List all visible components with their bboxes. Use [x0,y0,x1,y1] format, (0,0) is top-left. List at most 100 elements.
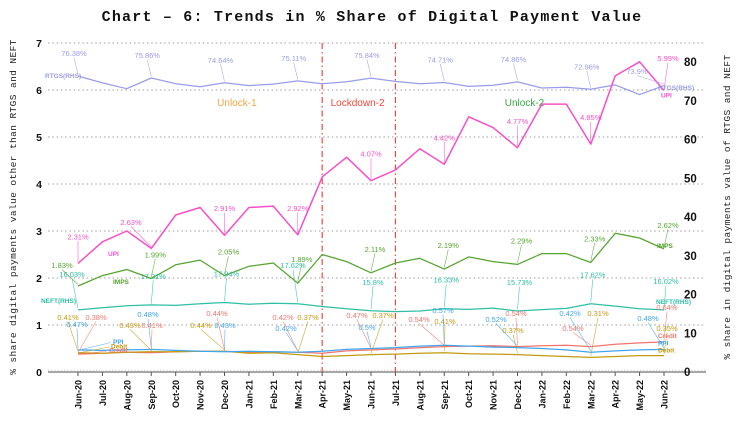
point-label-upi: 4.07% [360,150,382,159]
point-label-upi: 2.92% [287,204,309,213]
label-leader-line [146,59,152,77]
label-leader-line [285,332,299,351]
right-tick-label: 30 [684,251,697,263]
point-label-rtgs: 75.84% [354,51,380,60]
label-leader-line [443,325,446,352]
point-label-rtgs: 75.86% [135,51,161,60]
point-label-imps: 2.62% [657,221,679,230]
point-label-ppi: 0.42% [275,324,297,333]
label-leader-line [73,57,79,75]
right-tick-label: 70 [684,96,697,108]
series-end-label-ppi: PPI [658,341,669,348]
label-leader-line [67,321,79,352]
x-tick-label: Dec-21 [513,380,523,410]
series-start-label-rtgs: RTGS(RHS) [45,73,81,80]
label-leader-line [77,321,97,353]
x-tick-label: Dec-20 [220,380,230,410]
label-leader-line [366,59,372,77]
label-leader-line [224,277,227,302]
point-label-debit: 0.41% [434,317,456,326]
series-line-rtgs [77,75,665,96]
phase-annotations: Unlock-1 Lockdown-2 Unlock-2 [217,43,545,372]
label-leader-line [647,322,665,349]
point-label-debit: 0.37% [372,311,394,320]
x-tick-label: Feb-21 [269,380,279,409]
x-tick-label: Mar-21 [293,380,303,409]
point-label-imps: 2.11% [365,245,386,254]
x-tick-label: Nov-20 [196,380,206,410]
point-label-neft: 17.94% [214,269,240,278]
x-tick-label: Apr-22 [611,380,621,409]
point-label-credit: 0.47% [346,311,368,320]
phase-label: Lockdown-2 [331,98,385,109]
x-tick-label: Sep-21 [440,380,450,410]
point-label-upi: 5.99% [657,54,679,63]
x-tick-label: Aug-20 [122,380,132,411]
data-labels: 76.38% 75.86% 74.64% 75.11% 75.84% 74.71% 74.8… [41,49,694,356]
x-tick-label: Jul-20 [98,380,108,406]
label-leader-line [71,278,79,309]
point-label-credit: 0.54% [505,309,527,318]
label-leader-line [663,311,668,341]
x-tick-label: Jan-22 [537,380,547,409]
point-label-ppi: 0.42% [559,309,581,318]
series-end-label-credit: Credit [658,333,678,340]
label-leader-line [443,284,447,308]
label-leader-line [147,318,152,348]
series-start-label-credit: Credit [109,348,129,355]
point-label-ppi: 0.48% [137,310,159,319]
right-tick-label: 60 [684,135,697,147]
x-tick-label: May-22 [635,380,645,411]
label-leader-line [297,263,303,282]
point-label-ppi: 0.43% [214,321,236,330]
left-tick-label: 3 [36,226,42,238]
point-label-rtgs: 74.64% [208,56,234,65]
series-start-label-imps: IMPS [113,279,130,286]
point-label-debit: 0.44% [190,321,212,330]
point-label-neft: 15.8% [362,278,384,287]
point-label-imps: 2.33% [584,234,606,243]
point-label-upi: 2.91% [214,204,236,213]
series-end-label-neft: NEFT(RHS) [656,299,691,306]
label-leader-line [663,62,669,90]
label-leader-line [663,285,667,309]
point-label-upi: 4.42% [434,133,456,142]
x-tick-label: Oct-20 [171,380,181,408]
label-leader-line [76,328,79,349]
label-leader-line [590,242,596,262]
right-tick-label: 20 [684,290,697,302]
left-tick-label: 5 [36,132,42,144]
series-end-label-debit: Debit [658,348,675,355]
left-tick-label: 0 [36,367,42,379]
series-end-label-rtgs: RTGS(RHS) [658,85,694,92]
point-label-imps: 1.83% [51,261,73,270]
left-tick-label: 4 [36,179,42,191]
point-label-neft: 17.62% [280,261,306,270]
series-start-label-neft: NEFT(RHS) [41,298,76,305]
label-leader-line [293,62,299,80]
point-label-upi: 4.77% [507,117,529,126]
phase-label: Unlock-1 [217,98,257,109]
point-label-rtgs: 76.38% [61,49,87,58]
right-axis-title: % share in digital payments value of RTG… [722,54,733,359]
label-leader-line [370,286,374,310]
point-label-debit: 0.41% [57,313,79,322]
x-tick-label: Jan-21 [244,380,254,409]
label-leader-line [297,321,309,354]
right-tick-label: 50 [684,173,697,185]
series-line-debit [77,350,664,359]
point-label-credit: 0.44% [206,309,228,318]
label-leader-line [292,269,299,303]
point-label-imps: 1.89% [291,255,313,264]
point-label-imps: 2.19% [438,241,460,250]
x-tick-label: Feb-22 [562,380,572,409]
point-label-debit: 0.37% [297,313,319,322]
point-label-rtgs: 74.86% [501,55,527,64]
label-leader-line [636,75,665,85]
x-tick-label: Jun-20 [74,380,84,409]
point-label-credit: 0.42% [272,313,294,322]
x-tick-label: Jun-22 [660,380,670,409]
label-leader-line [79,350,108,355]
chart-title: Chart – 6: Trends in % Share of Digital … [102,9,643,26]
label-leader-line [220,64,225,82]
